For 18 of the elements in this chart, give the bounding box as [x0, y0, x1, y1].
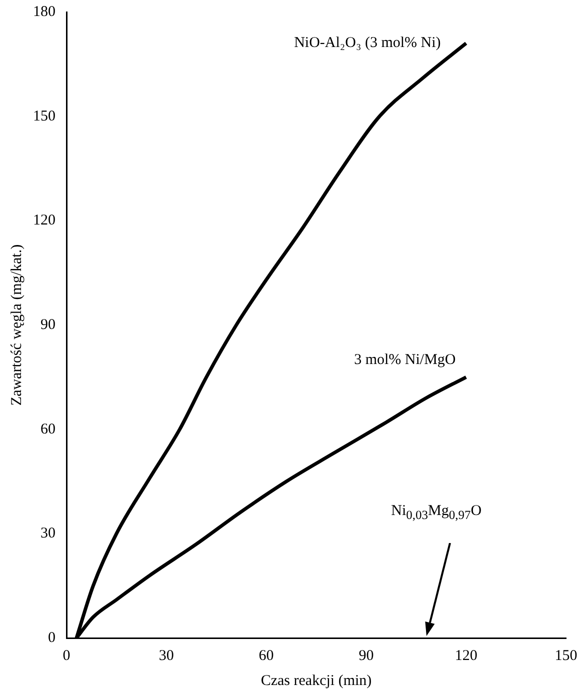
y-axis-title: Zawartość węgla (mg/kat.): [8, 244, 25, 406]
y-tick-label: 30: [40, 526, 56, 542]
x-tick-label: 0: [62, 648, 70, 664]
y-tick-label: 120: [33, 212, 56, 229]
x-tick-label: 60: [258, 648, 274, 664]
y-tick-label: 0: [48, 630, 56, 646]
y-tick-label: 150: [33, 108, 56, 124]
x-tick-label: 120: [454, 648, 478, 664]
x-tick-label: 90: [358, 648, 374, 664]
y-tick-label: 180: [33, 4, 56, 20]
y-tick-label: 60: [40, 421, 56, 438]
x-tick-label: 150: [554, 648, 578, 664]
annotation: Ni$_{0,03}$Mg$_{0,97}$O: [391, 503, 482, 523]
series-label: NiO-Al₂O₃ (3 mol% Ni): [294, 35, 441, 52]
x-axis-title: Czas reakcji (min): [260, 672, 372, 689]
series-label: 3 mol% Ni/MgO: [354, 352, 456, 369]
y-tick-label: 90: [40, 316, 56, 333]
x-tick-label: 30: [158, 648, 174, 664]
